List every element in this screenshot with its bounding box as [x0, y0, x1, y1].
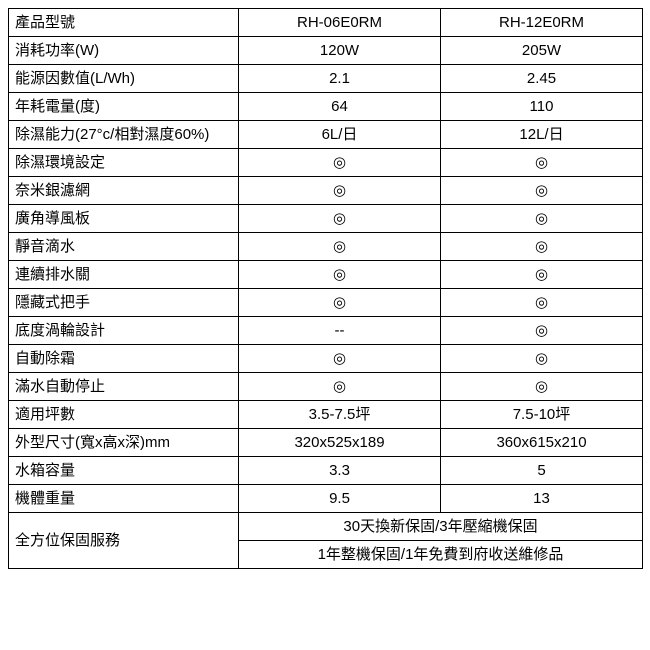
- row-label: 連續排水關: [9, 261, 239, 289]
- row-value-1: ◎: [239, 373, 441, 401]
- row-label: 靜音滴水: [9, 233, 239, 261]
- row-value-1: 2.1: [239, 65, 441, 93]
- row-value-1: --: [239, 317, 441, 345]
- row-value-1: ◎: [239, 345, 441, 373]
- row-value-1: 3.5-7.5坪: [239, 401, 441, 429]
- row-value-2: ◎: [441, 177, 643, 205]
- row-label: 機體重量: [9, 485, 239, 513]
- row-value-2: ◎: [441, 317, 643, 345]
- row-value-1: 120W: [239, 37, 441, 65]
- table-row: 外型尺寸(寬x高x深)mm 320x525x189 360x615x210: [9, 429, 643, 457]
- row-label: 自動除霜: [9, 345, 239, 373]
- table-row: 底度渦輪設計 -- ◎: [9, 317, 643, 345]
- row-label: 底度渦輪設計: [9, 317, 239, 345]
- row-value-1: ◎: [239, 149, 441, 177]
- header-model-2: RH-12E0RM: [441, 9, 643, 37]
- table-row: 年耗電量(度) 64 110: [9, 93, 643, 121]
- table-row: 消耗功率(W) 120W 205W: [9, 37, 643, 65]
- table-row: 廣角導風板 ◎ ◎: [9, 205, 643, 233]
- row-value-2: 7.5-10坪: [441, 401, 643, 429]
- header-model-1: RH-06E0RM: [239, 9, 441, 37]
- table-row: 自動除霜 ◎ ◎: [9, 345, 643, 373]
- table-row: 除濕能力(27°c/相對濕度60%) 6L/日 12L/日: [9, 121, 643, 149]
- warranty-line-1: 30天換新保固/3年壓縮機保固: [239, 513, 643, 541]
- row-value-1: 9.5: [239, 485, 441, 513]
- table-row: 奈米銀濾網 ◎ ◎: [9, 177, 643, 205]
- row-label: 水箱容量: [9, 457, 239, 485]
- row-value-1: ◎: [239, 177, 441, 205]
- row-value-2: 360x615x210: [441, 429, 643, 457]
- row-value-1: 3.3: [239, 457, 441, 485]
- row-label: 奈米銀濾網: [9, 177, 239, 205]
- warranty-line-2: 1年整機保固/1年免費到府收送維修品: [239, 541, 643, 569]
- row-label: 能源因數值(L/Wh): [9, 65, 239, 93]
- row-label: 除濕環境設定: [9, 149, 239, 177]
- row-value-2: ◎: [441, 373, 643, 401]
- row-value-1: 320x525x189: [239, 429, 441, 457]
- row-value-1: ◎: [239, 205, 441, 233]
- row-label: 除濕能力(27°c/相對濕度60%): [9, 121, 239, 149]
- row-value-2: ◎: [441, 233, 643, 261]
- row-value-1: ◎: [239, 289, 441, 317]
- table-row: 連續排水關 ◎ ◎: [9, 261, 643, 289]
- row-value-1: 6L/日: [239, 121, 441, 149]
- header-label: 產品型號: [9, 9, 239, 37]
- table-row: 靜音滴水 ◎ ◎: [9, 233, 643, 261]
- table-row: 能源因數值(L/Wh) 2.1 2.45: [9, 65, 643, 93]
- row-label: 滿水自動停止: [9, 373, 239, 401]
- row-value-1: ◎: [239, 261, 441, 289]
- row-label: 年耗電量(度): [9, 93, 239, 121]
- row-label: 適用坪數: [9, 401, 239, 429]
- row-label: 外型尺寸(寬x高x深)mm: [9, 429, 239, 457]
- row-value-2: 2.45: [441, 65, 643, 93]
- row-label: 隱藏式把手: [9, 289, 239, 317]
- row-value-2: ◎: [441, 345, 643, 373]
- row-value-2: ◎: [441, 205, 643, 233]
- table-row: 適用坪數 3.5-7.5坪 7.5-10坪: [9, 401, 643, 429]
- row-value-2: 205W: [441, 37, 643, 65]
- warranty-row-1: 全方位保固服務 30天換新保固/3年壓縮機保固: [9, 513, 643, 541]
- row-value-1: 64: [239, 93, 441, 121]
- table-row: 滿水自動停止 ◎ ◎: [9, 373, 643, 401]
- row-value-2: 110: [441, 93, 643, 121]
- table-header-row: 產品型號 RH-06E0RM RH-12E0RM: [9, 9, 643, 37]
- row-value-2: 5: [441, 457, 643, 485]
- spec-table: 產品型號 RH-06E0RM RH-12E0RM 消耗功率(W) 120W 20…: [8, 8, 643, 569]
- table-row: 水箱容量 3.3 5: [9, 457, 643, 485]
- row-value-2: ◎: [441, 149, 643, 177]
- table-row: 隱藏式把手 ◎ ◎: [9, 289, 643, 317]
- row-label: 消耗功率(W): [9, 37, 239, 65]
- row-value-1: ◎: [239, 233, 441, 261]
- table-row: 除濕環境設定 ◎ ◎: [9, 149, 643, 177]
- row-value-2: ◎: [441, 289, 643, 317]
- row-value-2: 12L/日: [441, 121, 643, 149]
- row-label: 廣角導風板: [9, 205, 239, 233]
- table-row: 機體重量 9.5 13: [9, 485, 643, 513]
- row-value-2: 13: [441, 485, 643, 513]
- row-value-2: ◎: [441, 261, 643, 289]
- warranty-label: 全方位保固服務: [9, 513, 239, 569]
